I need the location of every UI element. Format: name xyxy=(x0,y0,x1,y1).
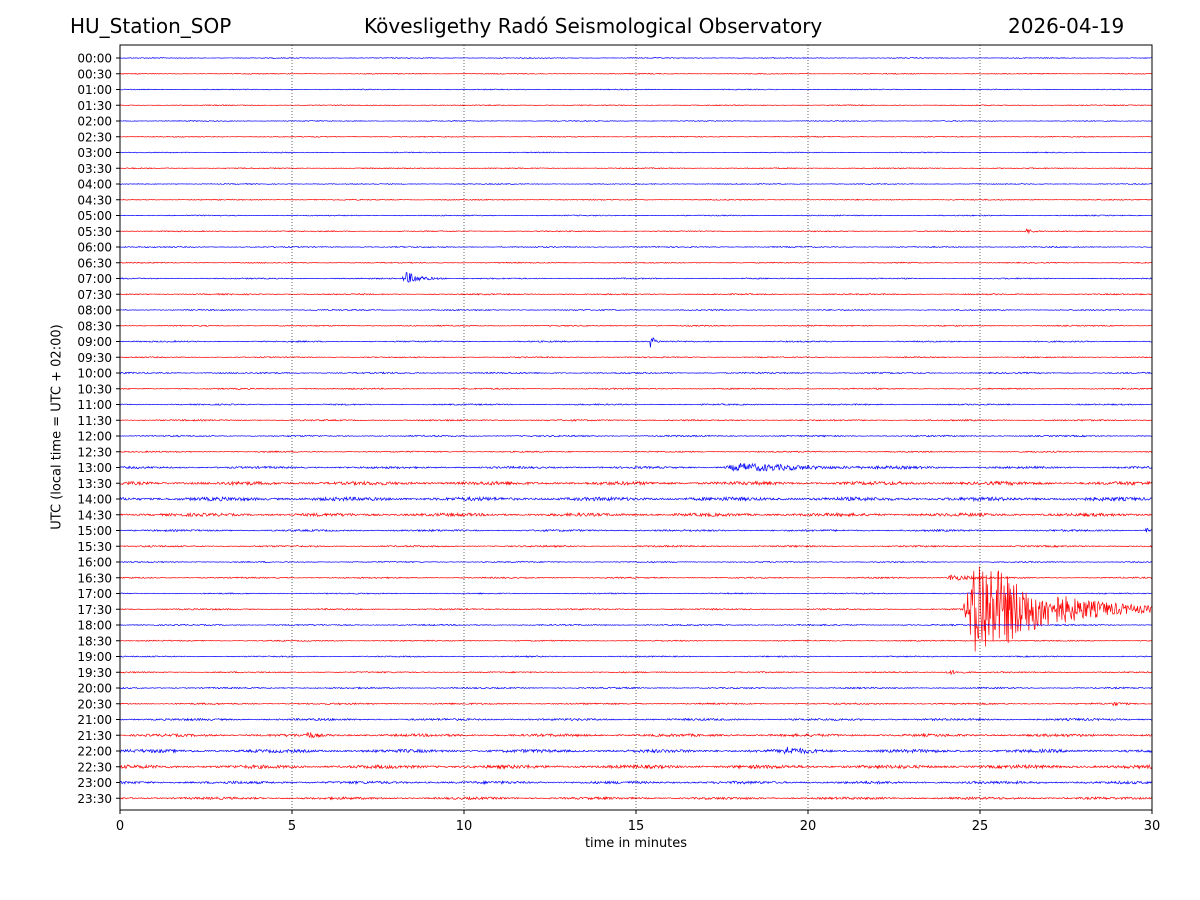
y-tick-label-0100: 01:00 xyxy=(77,83,112,97)
y-tick-label-0800: 08:00 xyxy=(77,304,112,318)
y-tick-label-2300: 23:00 xyxy=(77,776,112,790)
y-tick-label-1730: 17:30 xyxy=(77,603,112,617)
y-tick-label-1600: 16:00 xyxy=(77,556,112,570)
y-tick-label-2330: 23:30 xyxy=(77,792,112,806)
trace-1100 xyxy=(119,403,1153,406)
y-tick-label-2100: 21:00 xyxy=(77,713,112,727)
y-tick-label-0930: 09:30 xyxy=(77,351,112,365)
y-tick-label-0300: 03:00 xyxy=(77,146,112,160)
y-tick-label-1100: 11:00 xyxy=(77,398,112,412)
y-tick-label-1030: 10:30 xyxy=(77,382,112,396)
y-tick-label-0630: 06:30 xyxy=(77,256,112,270)
trace-0100 xyxy=(119,88,1153,91)
y-tick-label-2030: 20:30 xyxy=(77,697,112,711)
trace-0300 xyxy=(119,151,1153,154)
trace-0500 xyxy=(119,214,1153,217)
trace-2130 xyxy=(119,731,1153,739)
trace-0830 xyxy=(119,324,1153,327)
y-tick-label-0030: 00:30 xyxy=(77,67,112,81)
trace-2030 xyxy=(119,701,1153,707)
y-tick-label-0500: 05:00 xyxy=(77,209,112,223)
y-tick-label-1130: 11:30 xyxy=(77,414,112,428)
y-tick-label-2200: 22:00 xyxy=(77,745,112,759)
trace-1030 xyxy=(119,387,1153,391)
y-tick-label-1530: 15:30 xyxy=(77,540,112,554)
y-tick-label-1300: 13:00 xyxy=(77,461,112,475)
trace-1830 xyxy=(119,639,1153,642)
trace-1700 xyxy=(119,592,1153,595)
x-tick-label-20: 20 xyxy=(800,819,817,834)
y-tick-label-1700: 17:00 xyxy=(77,587,112,601)
x-tick-label-15: 15 xyxy=(628,819,645,834)
trace-0030 xyxy=(119,72,1153,75)
x-axis-label: time in minutes xyxy=(584,836,688,851)
y-tick-label-0130: 01:30 xyxy=(77,99,112,113)
trace-1330 xyxy=(119,480,1153,487)
x-tick-label-25: 25 xyxy=(972,819,989,834)
trace-0430 xyxy=(119,198,1153,201)
trace-1900 xyxy=(119,655,1153,658)
y-tick-label-1930: 19:30 xyxy=(77,666,112,680)
y-tick-label-1000: 10:00 xyxy=(77,367,112,381)
y-tick-label-0600: 06:00 xyxy=(77,241,112,255)
y-tick-label-1830: 18:30 xyxy=(77,634,112,648)
y-tick-label-1230: 12:30 xyxy=(77,445,112,459)
y-tick-label-0900: 09:00 xyxy=(77,335,112,349)
chart-date: 2026-04-19 xyxy=(1008,14,1125,38)
y-tick-label-1330: 13:30 xyxy=(77,477,112,491)
y-tick-label-0530: 05:30 xyxy=(77,225,112,239)
y-tick-label-0430: 04:30 xyxy=(77,193,112,207)
y-tick-label-0230: 02:30 xyxy=(77,130,112,144)
y-tick-label-0000: 00:00 xyxy=(77,52,112,66)
y-tick-label-0200: 02:00 xyxy=(77,115,112,129)
trace-0900 xyxy=(119,336,1153,348)
y-tick-label-2130: 21:30 xyxy=(77,729,112,743)
y-tick-label-2000: 20:00 xyxy=(77,682,112,696)
x-tick-label-0: 0 xyxy=(116,819,124,834)
y-tick-label-1400: 14:00 xyxy=(77,493,112,507)
y-tick-label-0730: 07:30 xyxy=(77,288,112,302)
y-tick-label-0700: 07:00 xyxy=(77,272,112,286)
station-name: HU_Station_SOP xyxy=(70,14,232,38)
y-tick-label-0830: 08:30 xyxy=(77,319,112,333)
chart-title: Kövesligethy Radó Seismological Observat… xyxy=(364,14,823,38)
y-tick-label-1200: 12:00 xyxy=(77,430,112,444)
y-tick-label-0400: 04:00 xyxy=(77,178,112,192)
trace-0630 xyxy=(119,261,1153,264)
y-axis-label: UTC (local time = UTC + 02:00) xyxy=(49,324,65,530)
y-tick-label-1900: 19:00 xyxy=(77,650,112,664)
trace-1300 xyxy=(119,462,1153,472)
y-tick-label-1500: 15:00 xyxy=(77,524,112,538)
trace-2230 xyxy=(119,763,1153,770)
x-tick-label-10: 10 xyxy=(456,819,473,834)
y-tick-label-0330: 03:30 xyxy=(77,162,112,176)
trace-1230 xyxy=(119,450,1153,454)
y-tick-label-1630: 16:30 xyxy=(77,571,112,585)
trace-0700 xyxy=(119,272,1153,283)
x-tick-label-30: 30 xyxy=(1144,819,1161,834)
y-tick-label-2230: 22:30 xyxy=(77,760,112,774)
trace-0230 xyxy=(119,135,1153,138)
y-tick-label-1800: 18:00 xyxy=(77,619,112,633)
x-tick-label-5: 5 xyxy=(288,819,296,834)
y-tick-label-1430: 14:30 xyxy=(77,508,112,522)
